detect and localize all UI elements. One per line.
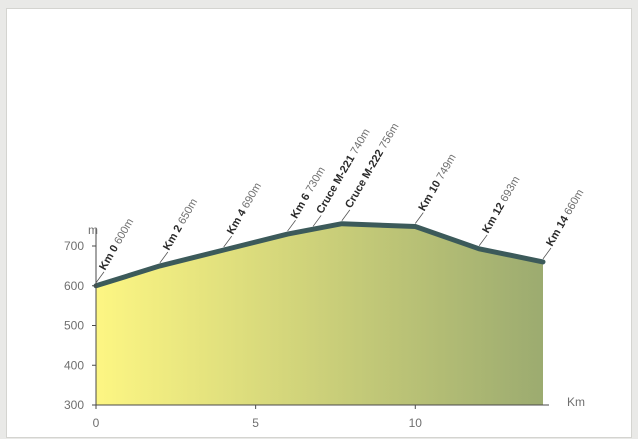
waypoint-elevation: 756m	[377, 121, 401, 151]
waypoint-elevation: 749m	[435, 152, 459, 182]
waypoint-label: Km 0 600m	[97, 217, 136, 273]
waypoint-label: Km 4 690m	[225, 181, 264, 237]
waypoint-leader	[287, 219, 296, 232]
waypoint-elevation: 693m	[498, 174, 522, 204]
x-tick-label: 0	[93, 416, 100, 430]
waypoint-label: Km 10 749m	[417, 152, 459, 213]
x-tick-label: 5	[252, 416, 259, 430]
y-tick-label: 400	[64, 358, 84, 372]
waypoint-leader	[312, 215, 322, 227]
y-axis-unit: m	[88, 223, 98, 237]
y-tick-label: 600	[64, 279, 84, 293]
profile-line	[93, 221, 546, 289]
waypoint-label: Km 6 730m	[289, 165, 328, 221]
y-tick-label: 300	[64, 398, 84, 412]
waypoint-leader	[414, 212, 424, 224]
waypoint-elevation: 740m	[349, 127, 373, 157]
waypoint-name: Km 14	[544, 211, 572, 248]
waypoint-leader	[159, 251, 169, 264]
y-tick-label: 500	[64, 319, 84, 333]
waypoint-leader	[95, 271, 105, 283]
waypoint-leader	[341, 209, 351, 221]
waypoint-name: Km 10	[417, 176, 445, 213]
waypoint-elevation: 600m	[112, 217, 136, 247]
y-tick-label: 700	[64, 239, 84, 253]
waypoint-elevation: 730m	[304, 165, 328, 195]
waypoint-label: Km 12 693m	[480, 174, 522, 235]
waypoint-leader	[542, 247, 552, 260]
waypoint-leader	[223, 235, 233, 248]
waypoint-label: Km 14 660m	[544, 187, 586, 248]
elevation-area	[96, 223, 543, 405]
waypoint-elevation: 660m	[562, 187, 586, 217]
waypoint-elevation: 690m	[240, 181, 264, 211]
waypoint-label: Km 2 650m	[161, 197, 200, 253]
waypoint-leader	[478, 234, 488, 247]
x-axis-unit: Km	[567, 395, 585, 409]
waypoint-elevation: 650m	[176, 197, 200, 227]
waypoint-name: Km 12	[480, 198, 508, 235]
x-tick-label: 10	[409, 416, 423, 430]
